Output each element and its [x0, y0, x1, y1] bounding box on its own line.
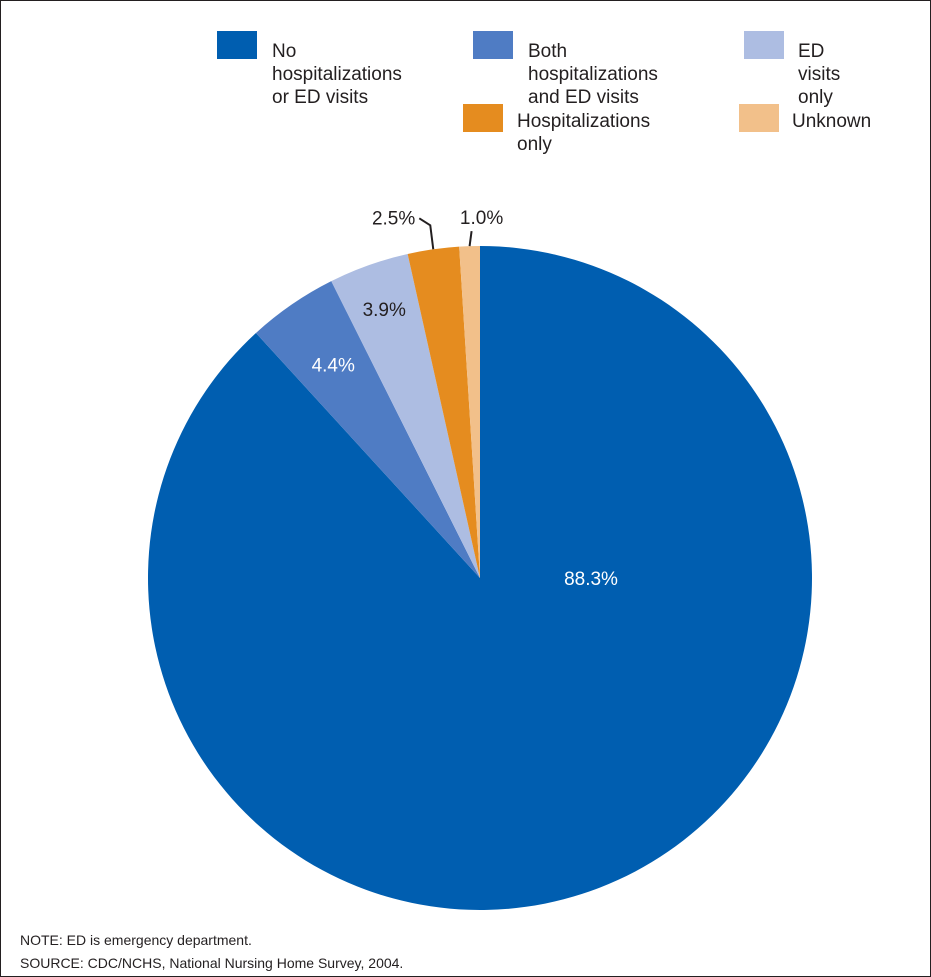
data-label-hospitalizations-only: 2.5% [372, 208, 415, 229]
legend-label: Both hospitalizations and ED visits [528, 41, 658, 108]
leader-line-unknown [468, 231, 473, 247]
chart-source: SOURCE: CDC/NCHS, National Nursing Home … [20, 955, 404, 971]
leader-line-hospitalizations-only [418, 217, 435, 250]
pie-slice-both [255, 281, 480, 578]
data-label-ed-only: 3.9% [363, 300, 406, 321]
data-label-no-hospitalizations: 88.3% [564, 569, 618, 590]
pie-slice-no-hospitalizations [147, 246, 812, 910]
chart-legend: No hospitalizations or ED visits Both ho… [1, 1, 930, 155]
pie-slice-hospitalizations-only [407, 246, 480, 579]
chart-note: NOTE: ED is emergency department. [20, 932, 252, 948]
legend-swatch [739, 104, 779, 132]
legend-label: No hospitalizations or ED visits [272, 41, 402, 108]
pie-slice-ed-only [331, 253, 480, 578]
legend-label: ED visits only [798, 41, 841, 108]
legend-swatch [744, 31, 784, 59]
legend-label: Hospitalizations only [517, 111, 651, 155]
legend-swatch [217, 31, 257, 59]
legend-swatch [473, 31, 513, 59]
data-label-unknown: 1.0% [460, 208, 503, 229]
data-label-both: 4.4% [312, 356, 355, 377]
legend-swatch [463, 104, 503, 132]
legend-label: Unknown [792, 111, 872, 132]
pie-slice-unknown [459, 246, 480, 578]
